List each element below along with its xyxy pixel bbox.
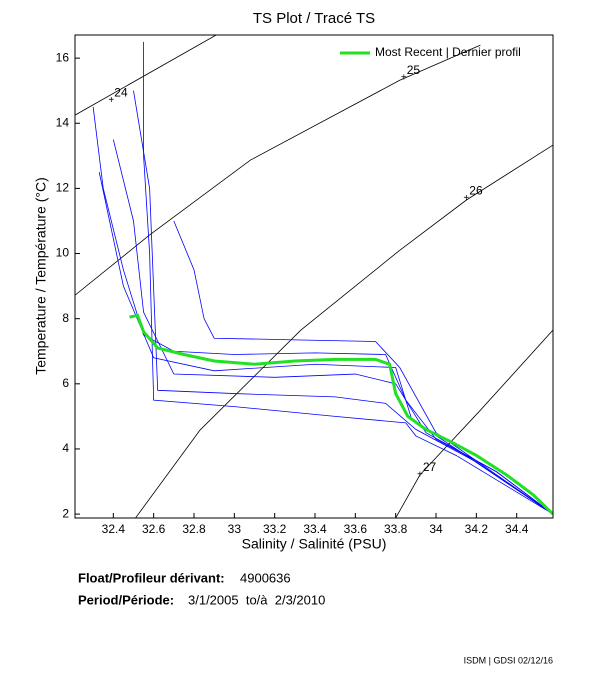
- x-tick-label: 32.6: [142, 522, 166, 536]
- y-tick-label: 14: [56, 115, 70, 129]
- float-label: Float/Profileur dérivant:: [78, 570, 225, 585]
- contour-marker: +: [401, 72, 407, 83]
- profile-line: [92, 106, 553, 515]
- y-tick-label: 6: [62, 376, 69, 390]
- y-tick-label: 8: [62, 311, 69, 325]
- y-tick-label: 12: [56, 181, 70, 195]
- x-tick-label: 33.4: [303, 522, 327, 536]
- density-contour: [75, 44, 481, 296]
- plot-frame: [74, 34, 554, 519]
- x-tick-label: 33.6: [344, 522, 368, 536]
- density-contour: [75, 35, 217, 116]
- y-axis-label: Temperature / Température (°C): [33, 177, 49, 375]
- profile-line: [143, 41, 553, 515]
- period: 3/1/2005 to/à 2/3/2010: [188, 592, 325, 607]
- plot-area: [75, 35, 553, 518]
- contour-label: 27: [423, 460, 437, 474]
- recent-profile: [129, 313, 553, 516]
- contour-label: 24: [114, 86, 128, 100]
- contour-marker: +: [108, 95, 114, 106]
- density-contour: [135, 144, 553, 518]
- profile-line: [173, 220, 553, 515]
- x-tick-label: 33.8: [384, 522, 408, 536]
- legend-label: Most Recent | Dernier profil: [375, 45, 521, 59]
- x-tick-label: 34.2: [465, 522, 489, 536]
- y-tick-label: 10: [56, 246, 70, 260]
- credit: ISDM | GDSI 02/12/16: [464, 655, 553, 665]
- x-axis-label: Salinity / Salinité (PSU): [242, 536, 387, 552]
- y-tick-label: 2: [62, 506, 69, 520]
- x-tick-label: 33: [228, 522, 242, 536]
- x-tick-label: 34: [429, 522, 443, 536]
- contour-marker: +: [417, 470, 423, 481]
- contour-label: 26: [469, 183, 483, 197]
- float-id: 4900636: [240, 570, 291, 585]
- chart-title: TS Plot / Tracé TS: [253, 10, 375, 27]
- x-tick-label: 33.2: [263, 522, 287, 536]
- profile-line: [133, 90, 553, 515]
- x-tick-label: 32.4: [102, 522, 126, 536]
- x-tick-label: 32.8: [182, 522, 206, 536]
- y-tick-label: 16: [56, 50, 70, 64]
- profile-line: [98, 172, 553, 515]
- x-tick-label: 34.4: [505, 522, 529, 536]
- contour-label: 25: [407, 63, 421, 77]
- contour-marker: +: [463, 193, 469, 204]
- y-tick-label: 4: [62, 441, 69, 455]
- period-label: Period/Période:: [78, 592, 174, 607]
